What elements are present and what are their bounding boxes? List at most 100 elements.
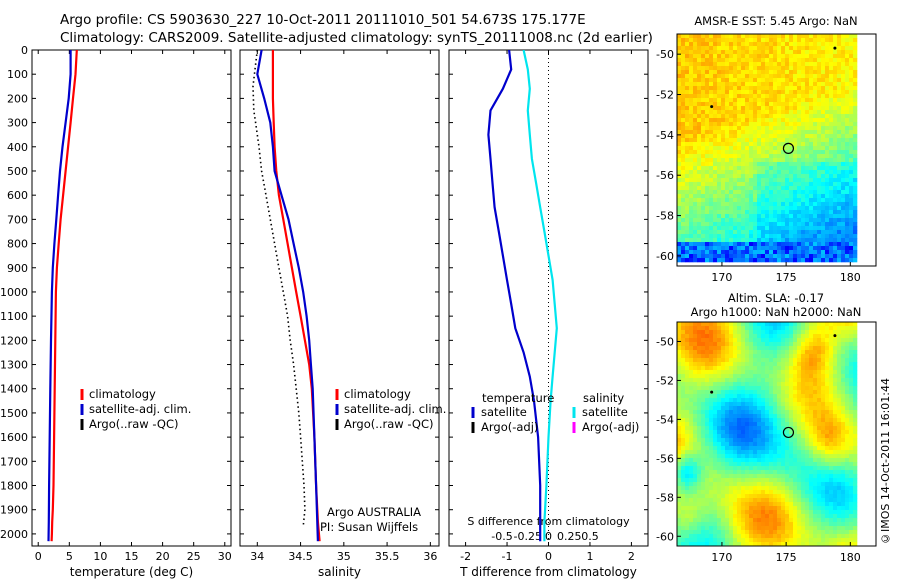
map-cell [689,426,694,431]
map-cell [833,442,838,447]
map-cell [757,174,762,179]
map-cell [725,242,730,247]
map-cell [841,90,846,95]
map-cell [685,334,690,339]
map-cell [821,62,826,67]
map-cell [689,46,694,51]
map-cell [821,94,826,99]
map-cell [817,90,822,95]
map-cell [829,134,834,139]
map-cell [817,254,822,259]
map-cell [821,422,826,427]
map-cell [813,422,818,427]
map-cell [705,326,710,331]
map-cell [841,506,846,511]
map-cell [741,134,746,139]
map-cell [689,394,694,399]
map-cell [701,82,706,87]
map-cell [761,82,766,87]
map-cell [813,42,818,47]
map-cell [689,66,694,71]
map-cell [789,146,794,151]
map-cell [749,462,754,467]
map-cell [737,54,742,59]
map-cell [821,442,826,447]
map-cell [761,426,766,431]
map-cell [781,438,786,443]
map-cell [821,330,826,335]
map-cell [729,62,734,67]
map-cell [765,246,770,251]
map-cell [705,406,710,411]
map-cell [833,466,838,471]
map-cell [789,34,794,39]
map-cell [769,174,774,179]
map-cell [705,122,710,127]
map-cell [721,406,726,411]
map-cell [793,206,798,211]
map-cell [721,58,726,63]
map-cell [713,42,718,47]
map-cell [693,462,698,467]
map-cell [793,322,798,327]
series-group-1 [252,50,321,542]
map-cell [697,434,702,439]
map-cell [837,414,842,419]
map-cell [809,498,814,503]
map-cell [797,350,802,355]
map-cell [693,382,698,387]
map-cell [833,194,838,199]
map-cell [749,82,754,87]
map-cell [757,114,762,119]
map-cell [781,350,786,355]
map-cell [785,70,790,75]
map-cell [821,382,826,387]
map-cell [789,78,794,83]
map-cell [825,230,830,235]
map-cell [709,470,714,475]
map-cell [821,354,826,359]
map-cell [701,94,706,99]
map-cell [757,350,762,355]
map-cell [785,458,790,463]
map-cell [689,490,694,495]
map-cell [717,214,722,219]
map-cell [825,86,830,91]
map-cell [765,326,770,331]
map-cell [705,350,710,355]
map-cell [729,90,734,95]
map-cell [817,210,822,215]
map-cell [833,382,838,387]
map-cell [773,370,778,375]
map-cell [805,482,810,487]
map-cell [769,470,774,475]
map-cell [837,230,842,235]
map-cell [829,178,834,183]
map-cell [689,114,694,119]
map-cell [825,258,830,263]
map-cell [681,482,686,487]
map-cell [801,358,806,363]
map-cell [809,70,814,75]
map-cell [685,354,690,359]
map-cell [761,94,766,99]
map-cell [745,462,750,467]
map-cell [717,162,722,167]
map-cell [829,502,834,507]
map-cell [781,194,786,199]
map-cell [733,210,738,215]
map-cell [725,50,730,55]
map-cell [757,170,762,175]
map-cell [817,334,822,339]
map-cell [733,94,738,99]
map-cell [829,394,834,399]
map-cell [733,70,738,75]
map-cell [777,466,782,471]
map-cell [809,438,814,443]
map-cell [677,258,682,263]
map-cell [765,334,770,339]
map-cell [713,170,718,175]
map-cell [729,58,734,63]
map-cell [721,202,726,207]
map-cell [745,198,750,203]
